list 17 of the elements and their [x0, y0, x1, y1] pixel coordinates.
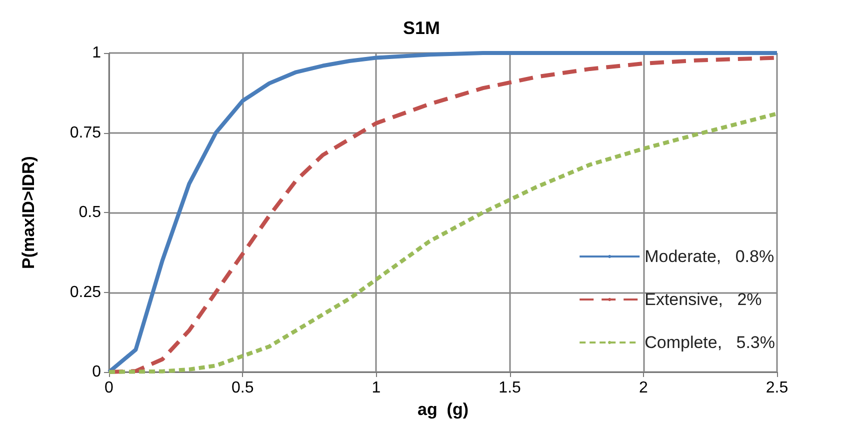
legend-label: Moderate, 0.8%: [644, 247, 774, 266]
x-tick-label: 0.5: [231, 380, 254, 396]
legend-label: Complete, 5.3%: [644, 333, 776, 352]
y-axis-title: P(maxID>IDR): [19, 156, 38, 269]
x-tick-label: 1: [372, 380, 381, 396]
legend-label: Extensive, 2%: [644, 290, 762, 309]
x-tick-label: 1.5: [498, 380, 522, 396]
x-tick-label: 2.5: [766, 380, 788, 396]
y-tick-label: 1: [92, 44, 102, 62]
x-axis-title: ag (g): [418, 400, 468, 419]
y-tick-label: 0: [92, 364, 102, 380]
y-tick-label: 0.25: [70, 284, 102, 301]
x-tick-label: 0: [104, 380, 114, 396]
y-tick-label: 0.75: [70, 124, 102, 142]
y-tick-label: 0.5: [78, 204, 102, 221]
x-tick-label: 2: [638, 380, 648, 396]
chart-title: S1M: [402, 18, 440, 38]
